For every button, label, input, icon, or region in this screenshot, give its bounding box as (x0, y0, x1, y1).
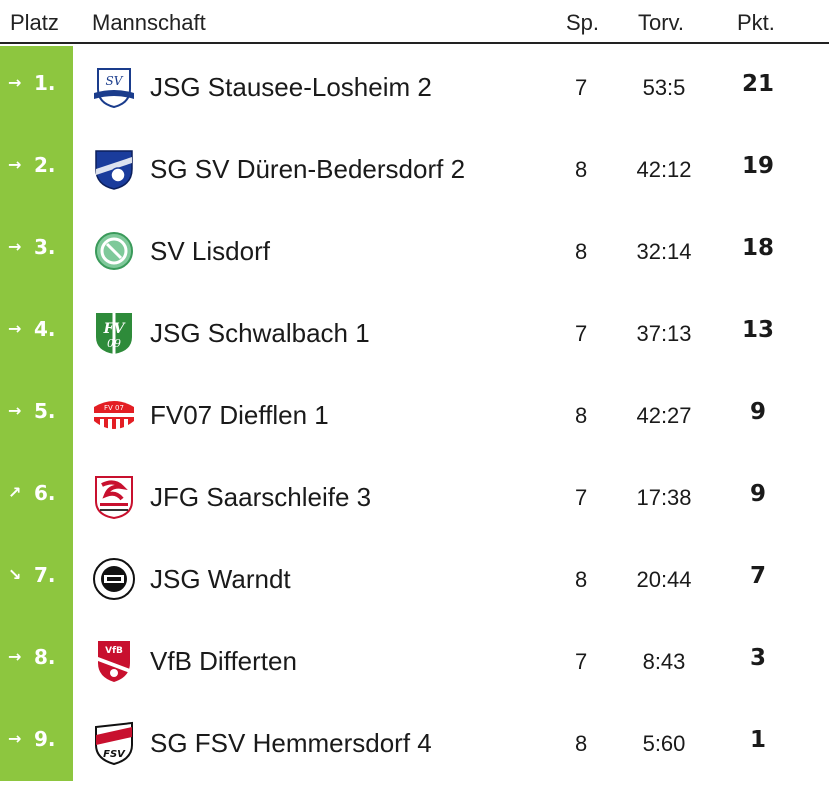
goal-ratio: 53:5 (642, 75, 686, 100)
trend-right-icon: → (8, 73, 22, 92)
logo-fv07-text: FV 07 (104, 404, 124, 412)
rank-number: 7. (34, 563, 56, 587)
sv-dueren-logo-icon (95, 150, 133, 190)
points: 19 (741, 153, 774, 179)
sv-lisdorf-logo-icon (95, 232, 133, 270)
table-row[interactable]: → 2. SG SV Düren-Bedersdorf 2 8 42:12 19 (0, 128, 829, 210)
goal-ratio: 8:43 (642, 649, 686, 674)
team-name[interactable]: SG FSV Hemmersdorf 4 (150, 728, 432, 758)
vfb-differten-logo-icon: VfB (98, 641, 130, 682)
rank-cell: ↘ 7. (0, 538, 73, 620)
games-played: 7 (575, 485, 588, 510)
points: 21 (741, 71, 774, 97)
table-row[interactable]: → 1. SV JSG Stausee-Losheim 2 7 53:5 21 (0, 46, 829, 128)
rank-cell: ↗ 6. (0, 456, 73, 538)
rank-number: 3. (34, 235, 56, 259)
team-name[interactable]: JSG Schwalbach 1 (150, 318, 370, 348)
points: 7 (749, 563, 766, 589)
team-name[interactable]: SG SV Düren-Bedersdorf 2 (150, 154, 466, 184)
trend-right-icon: → (8, 729, 22, 748)
goal-ratio: 17:38 (636, 485, 692, 510)
games-played: 8 (575, 731, 588, 756)
table-row[interactable]: → 5. FV 07 FV07 Diefflen 1 8 42:27 9 (0, 374, 829, 456)
goal-ratio: 20:44 (636, 567, 692, 592)
rank-cell: → 3. (0, 210, 73, 292)
header-sp[interactable]: Sp. (566, 10, 600, 35)
table-row[interactable]: → 3. SV Lisdorf 8 32:14 18 (0, 210, 829, 292)
fv07-logo-icon: FV 07 (94, 401, 134, 433)
team-name[interactable]: VfB Differten (150, 646, 297, 676)
team-name[interactable]: JSG Stausee-Losheim 2 (150, 72, 432, 102)
points: 9 (749, 399, 766, 425)
team-name[interactable]: SV Lisdorf (150, 236, 270, 266)
rank-number: 2. (34, 153, 56, 177)
team-name[interactable]: JFG Saarschleife 3 (150, 482, 372, 512)
goal-ratio: 42:27 (636, 403, 692, 428)
points: 1 (749, 727, 766, 753)
goal-ratio: 5:60 (642, 731, 686, 756)
games-played: 7 (575, 649, 588, 674)
rank-number: 5. (34, 399, 56, 423)
jsg-warndt-logo-icon (93, 558, 135, 600)
points: 18 (741, 235, 774, 261)
games-played: 8 (575, 239, 588, 264)
points: 3 (749, 645, 766, 671)
table-row[interactable]: → 9. FSV SG FSV Hemmersdorf 4 8 5:60 1 (0, 702, 829, 784)
table-row[interactable]: → 4. FV 09 JSG Schwalbach 1 7 37:13 13 (0, 292, 829, 374)
table-row[interactable]: ↗ 6. JFG Saarschleife 3 7 17:38 9 (0, 456, 829, 538)
logo-fv-year: 09 (107, 337, 121, 350)
sv-losheim-logo-icon: SV (94, 68, 134, 109)
table-row[interactable]: ↘ 7. JSG Warndt 8 20:44 7 (0, 538, 829, 620)
header-torv[interactable]: Torv. (638, 10, 685, 35)
trend-down-right-icon: ↘ (8, 565, 22, 584)
rank-number: 8. (34, 645, 56, 669)
trend-right-icon: → (8, 647, 22, 666)
goal-ratio: 37:13 (636, 321, 692, 346)
fv09-logo-icon: FV 09 (96, 313, 132, 354)
logo-fsv-text: FSV (103, 749, 126, 760)
fsv-hemmersdorf-logo-icon: FSV (95, 721, 133, 765)
games-played: 7 (575, 75, 588, 100)
header-platz[interactable]: Platz (10, 10, 59, 35)
rank-cell: → 4. (0, 292, 73, 374)
rank-cell: → 8. (0, 620, 73, 702)
header-mannschaft[interactable]: Mannschaft (92, 10, 206, 35)
games-played: 8 (575, 567, 588, 592)
trend-right-icon: → (8, 401, 22, 420)
goal-ratio: 32:14 (636, 239, 692, 264)
rank-number: 9. (34, 727, 56, 751)
logo-fv-text: FV (103, 321, 127, 337)
goal-ratio: 42:12 (636, 157, 692, 182)
rank-cell: → 2. (0, 128, 73, 210)
rank-number: 1. (34, 71, 56, 95)
rank-cell: → 1. (0, 46, 73, 128)
games-played: 8 (575, 157, 588, 182)
points: 13 (741, 317, 774, 343)
table-footer-spacer (0, 781, 829, 800)
trend-right-icon: → (8, 319, 22, 338)
rank-cell: → 9. (0, 702, 73, 784)
logo-vfb-text: VfB (105, 646, 123, 656)
rank-number: 4. (34, 317, 56, 341)
points: 9 (749, 481, 766, 507)
rank-number: 6. (34, 481, 56, 505)
table-header: Platz Mannschaft Sp. Torv. Pkt. (0, 0, 829, 44)
jfg-saarschleife-logo-icon (95, 476, 133, 519)
logo-sv-text: SV (106, 74, 124, 88)
team-name[interactable]: JSG Warndt (150, 564, 291, 594)
rank-cell: → 5. (0, 374, 73, 456)
table-row[interactable]: → 8. VfB VfB Differten 7 8:43 3 (0, 620, 829, 702)
header-pkt[interactable]: Pkt. (737, 10, 775, 35)
games-played: 7 (575, 321, 588, 346)
trend-up-right-icon: ↗ (8, 483, 22, 502)
games-played: 8 (575, 403, 588, 428)
team-name[interactable]: FV07 Diefflen 1 (150, 400, 329, 430)
trend-right-icon: → (8, 237, 22, 256)
trend-right-icon: → (8, 155, 22, 174)
